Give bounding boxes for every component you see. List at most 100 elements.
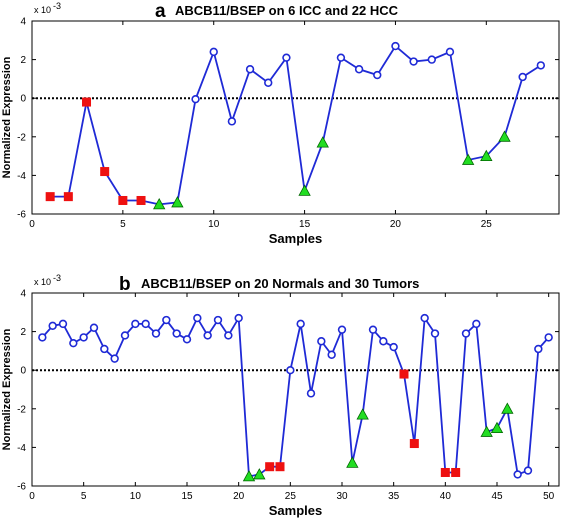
y-axis-label: Normalized Expression	[1, 56, 13, 178]
data-point-square	[409, 439, 419, 449]
data-point-circle	[79, 333, 88, 342]
data-point-circle	[245, 65, 255, 74]
x-tick-label: 5	[81, 491, 87, 502]
data-point-circle	[264, 78, 273, 87]
data-point-circle	[379, 337, 388, 346]
data-point-circle	[209, 47, 218, 57]
series-line	[50, 44, 542, 206]
data-point-triangle	[480, 149, 493, 162]
chart-title: ABCB11/BSEP on 20 Normals and 30 Tumors	[141, 276, 419, 291]
data-point-circle	[100, 344, 109, 354]
plot-area	[31, 292, 560, 487]
data-point-circle	[38, 333, 47, 342]
data-point-circle	[368, 325, 378, 334]
data-point-circle	[327, 350, 336, 359]
y-tick-label: -6	[17, 210, 26, 221]
y-tick-label: -2	[17, 404, 26, 415]
x-tick-label: 15	[181, 491, 193, 502]
data-point-circle	[234, 313, 243, 323]
data-point-circle	[544, 333, 553, 342]
data-point-circle	[110, 354, 119, 363]
data-point-square	[275, 462, 285, 472]
data-point-circle	[523, 466, 533, 475]
data-point-triangle	[316, 136, 329, 148]
data-point-square	[265, 462, 275, 472]
x-tick-label: 20	[233, 491, 245, 502]
data-point-circle	[172, 329, 181, 338]
data-point-triangle	[501, 402, 514, 414]
chart-title: ABCB11/BSEP on 6 ICC and 22 HCC	[175, 3, 399, 18]
data-point-circle	[373, 70, 382, 80]
data-point-circle	[427, 55, 436, 64]
data-point-square	[45, 192, 55, 202]
y-tick-label: -6	[17, 482, 26, 493]
x-tick-label: 0	[29, 491, 35, 502]
data-point-circle	[224, 331, 233, 340]
data-point-triangle	[298, 184, 311, 196]
data-point-triangle	[356, 408, 369, 420]
x-tick-label: 45	[491, 491, 503, 502]
data-point-circle	[203, 331, 212, 340]
data-point-circle	[282, 53, 291, 62]
y-exponent: -3	[53, 273, 61, 283]
data-point-circle	[296, 319, 305, 329]
data-point-square	[118, 195, 128, 205]
data-point-circle	[445, 47, 455, 57]
x-tick-label: 10	[208, 219, 220, 230]
x-tick-label: 15	[299, 219, 311, 230]
plot-area	[31, 20, 560, 215]
x-axis-label: Samples	[269, 231, 322, 246]
data-point-triangle	[490, 421, 504, 434]
data-point-triangle	[346, 456, 359, 468]
data-point-triangle	[242, 470, 256, 482]
data-point-circle	[89, 323, 99, 332]
y-axis-label: Normalized Expression	[1, 328, 13, 450]
data-point-circle	[141, 319, 150, 329]
x-tick-label: 0	[29, 219, 35, 230]
y-multiplier: x 10	[34, 277, 51, 287]
x-tick-label: 20	[390, 219, 402, 230]
data-point-square	[63, 192, 73, 202]
y-tick-label: 4	[20, 17, 26, 28]
data-point-circle	[420, 313, 429, 323]
data-point-circle	[286, 366, 295, 375]
x-tick-label: 5	[120, 219, 126, 230]
x-tick-label: 10	[130, 491, 142, 502]
x-tick-label: 35	[388, 491, 400, 502]
data-point-circle	[306, 389, 316, 398]
chart-panel-b: 0 5 10 15 20 25 30 35 40 45 50 -6 -4 -2 0 2 4 x 10 -3 b ABCB…	[1, 273, 560, 518]
data-point-square	[82, 97, 92, 107]
data-point-circle	[69, 338, 78, 348]
x-tick-label: 50	[543, 491, 555, 502]
data-point-circle	[336, 53, 346, 62]
data-point-triangle	[461, 153, 475, 165]
y-tick-label: 4	[20, 289, 26, 300]
data-point-circle	[472, 319, 481, 329]
data-point-circle	[162, 315, 171, 325]
data-point-circle	[430, 329, 440, 338]
data-point-circle	[389, 342, 398, 352]
x-axis-label: Samples	[269, 503, 322, 518]
data-point-triangle	[153, 198, 166, 210]
data-point-circle	[409, 57, 418, 66]
y-tick-label: -4	[17, 171, 26, 182]
y-multiplier: x 10	[34, 5, 51, 15]
data-point-circle	[182, 335, 192, 344]
y-tick-label: -2	[17, 132, 26, 143]
y-tick-label: -4	[17, 443, 26, 454]
data-point-square	[440, 467, 450, 477]
data-point-circle	[337, 325, 347, 334]
data-point-circle	[213, 315, 223, 325]
data-point-circle	[131, 319, 140, 329]
data-point-triangle	[498, 130, 511, 142]
data-point-square	[100, 167, 110, 177]
data-point-circle	[193, 313, 202, 323]
data-point-circle	[58, 319, 68, 329]
x-tick-label: 40	[440, 491, 452, 502]
data-point-circle	[461, 329, 471, 338]
x-tick-label: 30	[336, 491, 348, 502]
data-point-circle	[227, 117, 237, 126]
data-point-circle	[518, 72, 527, 82]
data-point-circle	[151, 329, 161, 338]
data-point-circle	[391, 41, 400, 51]
